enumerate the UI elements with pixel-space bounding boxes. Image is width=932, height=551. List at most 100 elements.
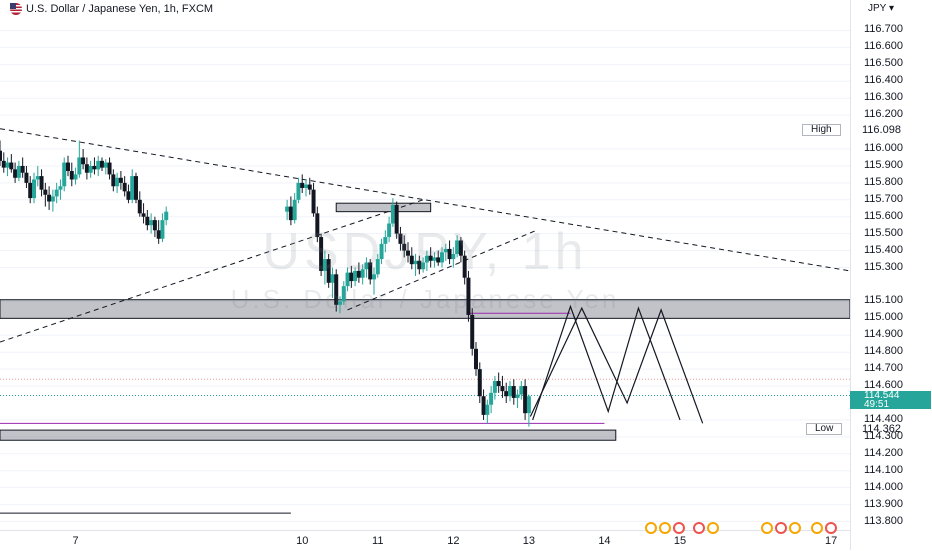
event-icon[interactable] <box>693 522 705 534</box>
candle-body <box>474 348 478 370</box>
price-tick-label: 114.700 <box>864 362 903 375</box>
price-tick-label: 113.900 <box>864 497 903 510</box>
candle-body <box>519 386 524 395</box>
time-axis[interactable] <box>0 530 850 551</box>
event-icon[interactable] <box>645 522 657 534</box>
candle-body <box>436 257 441 263</box>
candle-body <box>107 162 112 175</box>
candle-body <box>304 184 308 188</box>
candle-body <box>5 162 10 168</box>
economic-events-1[interactable] <box>645 522 685 536</box>
candle-body <box>326 259 331 283</box>
watermark-description: U.S. Dollar / Japanese Yen <box>230 284 620 314</box>
candle-body <box>330 274 335 283</box>
candle-body <box>58 186 63 190</box>
candle-body <box>32 179 36 199</box>
price-tick-label: 114.100 <box>864 463 903 476</box>
candle-body <box>39 176 44 190</box>
candle-body <box>481 396 486 415</box>
economic-events-3[interactable] <box>761 522 801 536</box>
candle-body <box>443 248 448 253</box>
event-icon[interactable] <box>707 522 719 534</box>
time-tick-label: 17 <box>824 535 838 547</box>
event-icon[interactable] <box>673 522 685 534</box>
time-tick-label: 15 <box>673 535 687 547</box>
candle-body <box>440 252 444 263</box>
price-axis[interactable] <box>850 0 932 550</box>
candle-body <box>66 162 70 172</box>
candle-body <box>375 259 380 275</box>
candle-body <box>500 386 505 392</box>
high-value: 116.098 <box>862 124 901 136</box>
price-tick-label: 115.700 <box>864 192 903 205</box>
candle-body <box>349 272 354 282</box>
projection-line <box>529 306 704 424</box>
candle-body <box>20 165 25 173</box>
candle-body <box>92 165 97 170</box>
candle-body <box>387 223 392 238</box>
candle-body <box>360 269 365 278</box>
candle-body <box>156 230 161 239</box>
candle-body <box>334 274 339 305</box>
candle-body <box>379 243 384 260</box>
candle-body <box>47 194 52 202</box>
time-tick-label: 13 <box>522 535 535 547</box>
time-tick-label: 14 <box>598 535 611 547</box>
candle-body <box>1 160 6 168</box>
candle-body <box>16 165 21 178</box>
candle-body <box>77 157 82 175</box>
ascending-trendline <box>0 199 424 343</box>
candle-body <box>81 157 86 165</box>
price-tick-label: 115.400 <box>864 243 903 256</box>
candle-body <box>477 369 482 397</box>
last-price-tag: 114.544 49:51 <box>850 391 931 410</box>
candle-body <box>285 206 290 212</box>
candle-body <box>338 301 342 305</box>
low-value: 114.362 <box>862 423 901 435</box>
candle-body <box>466 277 471 315</box>
candle-body <box>137 199 142 214</box>
resistance-zone <box>0 299 850 319</box>
economic-events-4[interactable] <box>811 522 837 536</box>
candle-body <box>50 196 55 202</box>
price-tick-label: 115.300 <box>864 260 903 273</box>
price-tick-label: 116.500 <box>864 57 903 70</box>
event-icon[interactable] <box>775 522 787 534</box>
event-icon[interactable] <box>789 522 801 534</box>
time-tick-label: 12 <box>447 535 460 547</box>
currency-label: JPY ▾ <box>868 3 894 14</box>
candle-body <box>62 162 67 187</box>
chart-header: U.S. Dollar / Japanese Yen, 1h, FXCM <box>0 0 213 18</box>
candle-body <box>504 391 509 397</box>
candle-body <box>511 386 516 398</box>
candle-body <box>111 174 116 187</box>
candle-body <box>353 270 358 282</box>
candle-body <box>145 216 150 226</box>
support-zone <box>0 429 617 441</box>
event-icon[interactable] <box>825 522 837 534</box>
candle-body <box>134 176 138 200</box>
candle-body <box>390 204 395 224</box>
chart-canvas[interactable] <box>0 0 850 530</box>
candle-body <box>462 255 467 278</box>
candle-body <box>96 160 101 170</box>
event-icon[interactable] <box>659 522 671 534</box>
candle-body <box>311 189 316 214</box>
candle-body <box>84 164 89 173</box>
ascending-trendline <box>347 229 537 311</box>
candle-body <box>122 182 127 192</box>
candle-body <box>9 162 14 170</box>
candle-body <box>496 380 501 387</box>
candle-body <box>406 250 410 256</box>
candle-body <box>508 386 512 397</box>
candle-body <box>319 237 324 271</box>
event-icon[interactable] <box>761 522 773 534</box>
economic-events-2[interactable] <box>693 522 719 536</box>
candle-body <box>69 171 74 180</box>
candle-body <box>28 182 33 199</box>
event-icon[interactable] <box>811 522 823 534</box>
price-tick-label: 116.300 <box>864 91 903 104</box>
candle-body <box>372 274 376 280</box>
candle-body <box>447 248 452 260</box>
